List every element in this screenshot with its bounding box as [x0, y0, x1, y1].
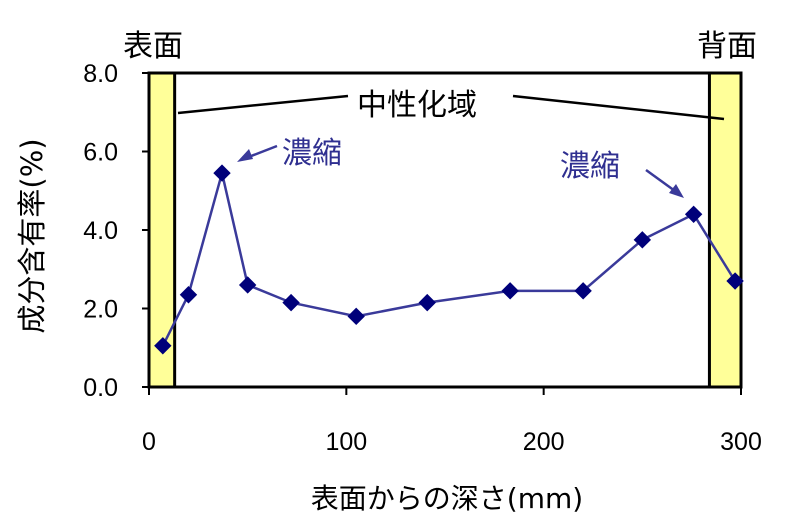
data-point	[501, 282, 519, 300]
data-point	[154, 337, 172, 355]
data-point	[633, 231, 652, 249]
data-point	[574, 282, 592, 300]
series-layer	[154, 164, 744, 355]
back-region	[707, 71, 743, 389]
neutral-region-label: 中性化域	[357, 88, 477, 123]
data-point	[282, 293, 300, 312]
y-tick-label: 8.0	[83, 60, 118, 88]
x-tick-label: 100	[325, 428, 367, 456]
x-axis-label: 表面からの深さ(mm)	[311, 482, 583, 515]
data-point	[418, 293, 436, 312]
data-point	[684, 205, 703, 224]
plot-area	[149, 73, 741, 387]
neutral-leader-right	[512, 94, 725, 121]
data-point	[179, 286, 198, 304]
y-tick-label: 0.0	[83, 374, 118, 402]
data-point	[238, 276, 257, 294]
x-tick-label: 0	[142, 428, 156, 456]
axis-ticks: 0.0 2.0 4.0 6.0 8.0 0 100 200 300	[83, 60, 762, 456]
data-point	[726, 272, 744, 290]
concentration-arrow-right	[645, 168, 676, 193]
concentration-arrowhead-left	[237, 149, 253, 162]
concentration-label-right: 濃縮	[560, 149, 620, 184]
y-tick-label: 6.0	[83, 139, 118, 167]
data-point	[347, 307, 365, 326]
x-tick-label: 300	[720, 428, 762, 456]
y-tick-label: 2.0	[83, 296, 118, 324]
y-tick-label: 4.0	[83, 217, 118, 245]
neutral-label-bg	[350, 82, 510, 122]
back-label: 背面	[697, 29, 757, 64]
data-point	[213, 164, 231, 182]
concentration-arrowhead-right	[669, 184, 684, 198]
surface-label: 表面	[123, 29, 183, 64]
y-axis-label: 成分含有率(%)	[15, 138, 49, 333]
series-line	[161, 172, 737, 347]
concentration-label-left: 濃縮	[282, 136, 342, 171]
neutral-leader-left	[177, 94, 349, 115]
x-tick-label: 200	[523, 428, 565, 456]
